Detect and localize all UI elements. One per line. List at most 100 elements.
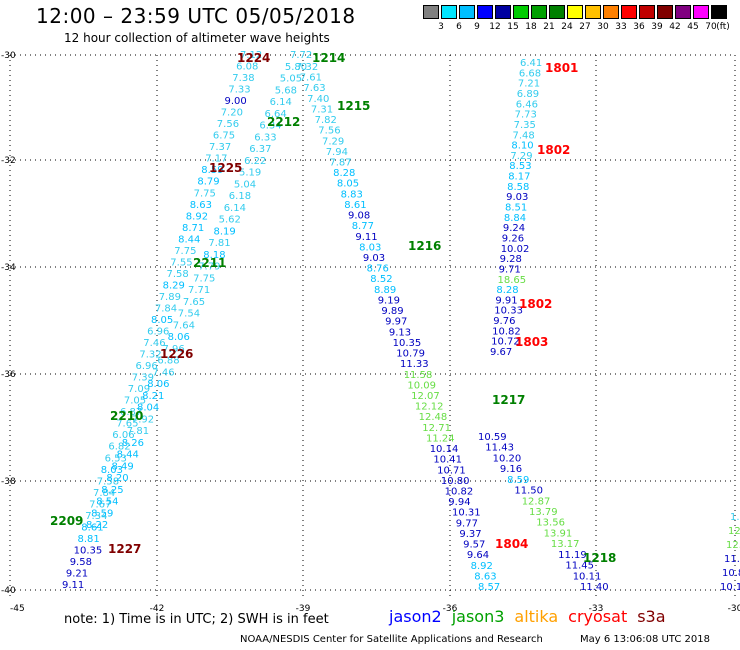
wave-height-value: 7.46: [152, 367, 174, 378]
wave-height-value: 12.87: [522, 496, 551, 507]
pass-time-label: 1226: [160, 347, 193, 361]
color-scale-unit: (ft): [716, 22, 730, 32]
wave-height-value: 8.29: [163, 280, 185, 291]
wave-height-value: 12.: [728, 526, 740, 537]
color-scale-label: 70: [705, 22, 717, 32]
lat-tick-label: -40: [1, 586, 16, 596]
color-scale-label: 21: [543, 22, 555, 32]
wave-height-value: 10.11: [573, 571, 602, 582]
wave-height-value: 9.76: [493, 316, 515, 327]
pass-time-label: 2209: [50, 514, 83, 528]
wave-height-value: 13.56: [536, 518, 565, 529]
satellite-legend: jason2 jason3 altika cryosat s3a: [389, 607, 676, 626]
wave-height-value: 10.20: [493, 453, 522, 464]
color-swatch: [495, 5, 511, 19]
wave-height-value: 7.40: [307, 94, 329, 105]
wave-height-value: 8.63: [190, 200, 212, 211]
wave-height-value: 12.: [726, 540, 740, 551]
wave-height-value: 8.59: [507, 475, 529, 486]
wave-height-value: 7.17: [205, 154, 227, 165]
wave-height-value: 8.03: [359, 242, 381, 253]
wave-height-value: 7.65: [183, 297, 205, 308]
color-scale-label: 24: [561, 22, 573, 32]
wave-height-value: 8.54: [96, 497, 118, 508]
wave-height-value: 7.58: [167, 269, 189, 280]
wave-height-value: 8.63: [474, 571, 496, 582]
wave-height-value: 8.04: [137, 403, 159, 414]
wave-height-value: 11.24: [426, 433, 455, 444]
wave-height-value: 9.89: [381, 306, 403, 317]
wave-height-value: 6.14: [270, 97, 292, 108]
wave-height-value: 7.75: [193, 273, 215, 284]
wave-height-value: 6.96: [147, 327, 169, 338]
wave-height-value: 7.94: [326, 147, 348, 158]
wave-height-value: 9.94: [448, 497, 470, 508]
lon-tick-label: -36: [443, 604, 458, 614]
wave-height-value: 9.11: [355, 232, 377, 243]
pass-time-label: 2211: [193, 256, 226, 270]
wave-height-value: 8.52: [370, 274, 392, 285]
color-scale-label: 36: [633, 22, 645, 32]
color-scale-label: 27: [579, 22, 591, 32]
legend-jason2: jason2: [389, 607, 442, 626]
wave-height-value: 9.28: [500, 254, 522, 265]
wave-height-value: 6.33: [254, 132, 276, 143]
wave-height-value: 9.26: [502, 234, 524, 245]
wave-height-value: 8.28: [496, 285, 518, 296]
wave-height-value: 7.37: [209, 142, 231, 153]
wave-height-value: 7.82: [315, 115, 337, 126]
wave-height-value: 12.12: [415, 402, 444, 413]
lat-tick-label: -34: [1, 263, 16, 273]
wave-height-value: 7.72: [290, 50, 312, 61]
pass-time-label: 1215: [337, 99, 370, 113]
wave-height-value: 12.48: [419, 412, 448, 423]
wave-height-value: 8.81: [78, 534, 100, 545]
wave-height-value: 7.75: [194, 188, 216, 199]
color-swatch: [657, 5, 673, 19]
wave-height-value: 8.89: [374, 285, 396, 296]
pass-time-label: 1803: [515, 335, 548, 349]
wave-height-value: 8.53: [509, 161, 531, 172]
wave-height-value: 7.56: [217, 119, 239, 130]
wave-height-value: 8.05: [151, 315, 173, 326]
wave-height-value: 10.35: [393, 338, 422, 349]
wave-height-value: 7.46: [143, 338, 165, 349]
wave-height-value: 7.64: [173, 320, 195, 331]
wave-height-value: 7.48: [513, 130, 535, 141]
wave-height-value: 6.41: [520, 58, 542, 69]
wave-height-value: 7.09: [128, 384, 150, 395]
wave-height-value: 12.07: [411, 391, 440, 402]
wave-height-value: 6.64: [265, 109, 287, 120]
wave-height-value: 13.17: [551, 539, 580, 550]
color-scale-label: 15: [507, 22, 519, 32]
page-title: 12:00 – 23:59 UTC 05/05/2018: [36, 4, 356, 28]
wave-height-value: 8.03: [101, 465, 123, 476]
wave-height-value: 6.88: [157, 356, 179, 367]
wave-height-value: 8.51: [505, 203, 527, 214]
wave-height-value: 13.79: [529, 507, 558, 518]
wave-height-value: 6.06: [112, 430, 134, 441]
wave-height-value: 10.02: [501, 244, 530, 255]
wave-height-value: 8.06: [147, 379, 169, 390]
wave-height-value: 10.82: [445, 487, 474, 498]
wave-height-value: 6.14: [224, 203, 246, 214]
pass-time-labels: 1224 1214 1801 1215 2212 1802 1225 1216 2211 1802…: [50, 51, 616, 565]
wave-height-value: 8.59: [91, 508, 113, 519]
wave-height-value: 13.91: [544, 528, 573, 539]
wave-height-value: 7.73: [515, 110, 537, 121]
color-scale-label: 45: [687, 22, 699, 32]
wave-height-value: 10.35: [74, 545, 103, 556]
wave-height-value: 7.81: [208, 238, 230, 249]
wave-height-value: 8.61: [344, 200, 366, 211]
wave-height-value: 9.11: [62, 580, 84, 591]
wave-height-value: 9.64: [467, 550, 489, 561]
wave-height-value: 7.12: [240, 50, 262, 61]
wave-height-value: 6.96: [136, 361, 158, 372]
wave-height-value: 6.46: [516, 99, 538, 110]
color-swatch: [693, 5, 709, 19]
wave-height-value: 9.16: [500, 464, 522, 475]
wave-height-value: 10.31: [452, 508, 481, 519]
wave-height-value: 7.05: [124, 396, 146, 407]
wave-height-value: 8.58: [507, 182, 529, 193]
